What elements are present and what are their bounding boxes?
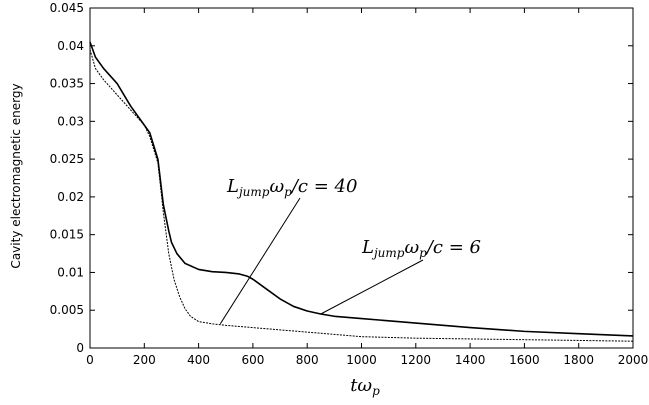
x-tick-label: 2000 [618,353,649,367]
plot-frame [89,7,634,349]
y-axis-title: Cavity electromagnetic energy [9,83,23,268]
annotation-leader-1 [219,197,301,325]
x-tick-label: 1200 [401,353,432,367]
annotation-leader-2 [320,259,424,315]
x-tick-label: 200 [133,353,156,367]
series-line-2 [89,41,634,337]
y-tick-label: 0.03 [57,114,84,128]
series-layer [89,41,634,342]
y-tick-label: 0.01 [57,265,84,279]
x-tick-label: 0 [86,353,94,367]
y-tick-label: 0 [76,341,84,355]
y-tick-label: 0.02 [57,190,84,204]
y-tick-label: 0.035 [50,77,84,91]
y-tick-label: 0.045 [50,1,84,15]
x-axis-title: tωp [350,375,380,398]
annotation-label-1: Ljumpωp/c = 40 [226,176,357,199]
x-tick-label: 1600 [509,353,540,367]
y-tick-label: 0.04 [57,39,84,53]
x-tick-label: 1800 [563,353,594,367]
x-tick-label: 1000 [346,353,377,367]
x-axis-ticks: 0 200 400 600 800 1000 1200 1400 1600 1800 2000 [86,8,648,367]
y-tick-label: 0.015 [50,228,84,242]
x-tick-label: 400 [187,353,210,367]
annotation-layer: Ljumpωp/c = 40 Ljumpωp/c = 6 [219,176,481,325]
series-line-1 [89,49,634,342]
annotation-label-2: Ljumpωp/c = 6 [361,237,481,260]
plot-border [89,7,634,349]
y-tick-label: 0.005 [50,303,84,317]
y-axis-ticks: 0 0.005 0.01 0.015 0.02 0.025 0.03 0.035 0.04 0.0… [50,1,633,355]
y-tick-label: 0.025 [50,152,84,166]
x-tick-label: 800 [296,353,319,367]
x-tick-label: 600 [241,353,264,367]
x-tick-label: 1400 [455,353,486,367]
